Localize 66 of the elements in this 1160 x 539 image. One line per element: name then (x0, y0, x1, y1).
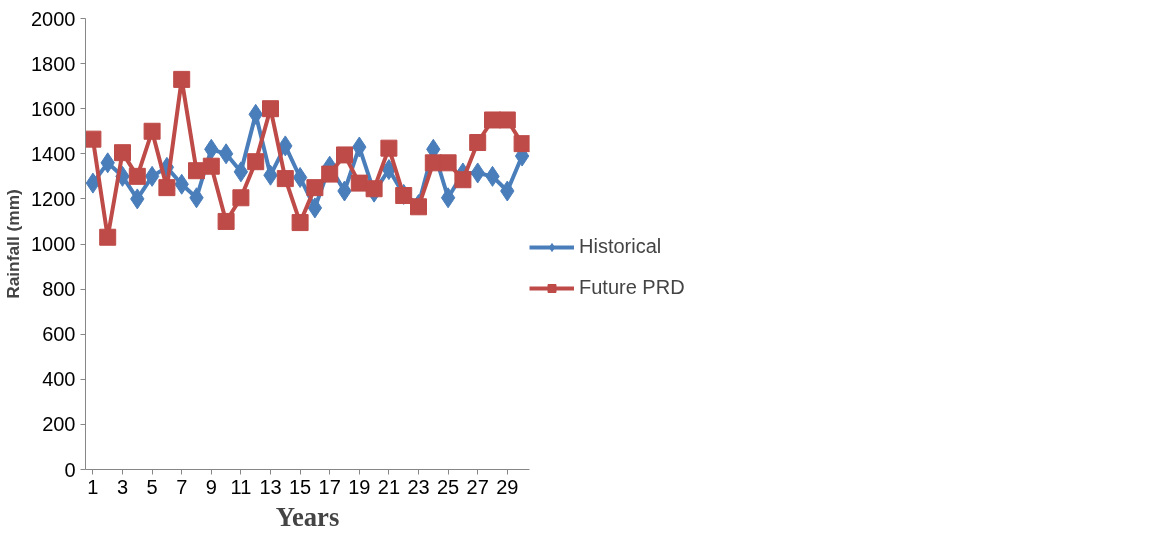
point (144, 165, 160, 187)
point (233, 161, 249, 183)
y-axis-title: Rainfall (mm) (3, 189, 24, 299)
point (336, 146, 353, 164)
x-tick-label: 3 (116, 475, 129, 498)
point (158, 179, 176, 197)
x-tick-label: 7 (176, 475, 188, 498)
point (380, 139, 398, 157)
point (262, 100, 279, 118)
point (395, 187, 413, 205)
y-tick-label: 1800 (31, 52, 76, 75)
y-tick-label: 1200 (31, 187, 76, 210)
x-tick-label: 11 (230, 475, 252, 498)
point (469, 134, 487, 152)
point (381, 159, 397, 181)
y-tick-label: 0 (64, 458, 76, 481)
point (85, 172, 101, 194)
y-tick-label: 1600 (31, 97, 76, 120)
x-tick-label: 27 (466, 475, 489, 498)
point (85, 130, 102, 148)
x-tick-label: 1 (87, 475, 99, 498)
point (128, 167, 146, 185)
x-tick-label: 13 (259, 475, 282, 498)
point (513, 135, 530, 153)
point (410, 198, 427, 216)
x-tick-label: 29 (496, 475, 519, 498)
y-tick-label: 1400 (31, 142, 76, 165)
x-tick-label: 23 (407, 475, 430, 498)
x-tick-label: 21 (377, 475, 401, 498)
point (350, 174, 368, 192)
point (99, 228, 117, 246)
y-tick-label: 600 (42, 323, 76, 346)
y-tick-label: 800 (42, 278, 76, 301)
point (498, 111, 516, 129)
point (114, 144, 131, 162)
x-axis-title: Years (275, 501, 340, 532)
point (247, 153, 265, 171)
point (202, 157, 220, 175)
point (173, 70, 191, 88)
x-tick-label: 15 (288, 475, 312, 498)
point (365, 180, 383, 198)
point (217, 212, 235, 230)
point (440, 187, 456, 209)
point (321, 165, 339, 183)
y-tick-label: 400 (42, 368, 76, 391)
point (188, 162, 205, 180)
point (307, 197, 323, 219)
x-tick-label: 9 (205, 475, 217, 498)
y-tick-label: 200 (42, 413, 76, 436)
legend-label: Historical (579, 235, 662, 258)
point (218, 143, 234, 165)
x-tick-label: 19 (348, 475, 371, 498)
point (292, 166, 308, 188)
point (232, 189, 250, 207)
x-tick-label: 5 (146, 475, 158, 498)
point (306, 179, 324, 197)
point (291, 214, 309, 232)
point (454, 171, 472, 189)
x-tick-label: 25 (436, 475, 460, 498)
legend-label: Future PRD (579, 276, 685, 299)
point (276, 170, 294, 188)
point (439, 154, 457, 172)
y-tick-label: 2000 (31, 7, 76, 30)
x-tick-label: 17 (318, 475, 341, 498)
point (143, 122, 161, 140)
y-tick-label: 1000 (31, 233, 76, 255)
